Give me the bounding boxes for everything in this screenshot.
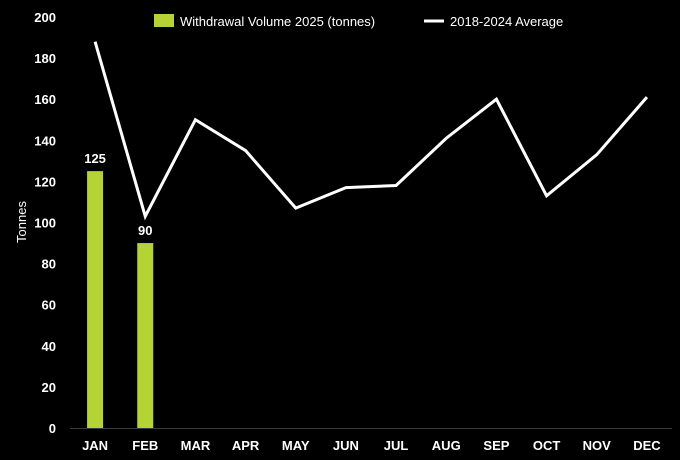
bar-series	[87, 171, 154, 428]
y-axis-title: Tonnes	[14, 201, 29, 243]
data-label: 90	[138, 223, 152, 238]
y-tick-label: 120	[34, 174, 56, 189]
y-axis: 0 20 40 60 80 100 120 140 160 180 200	[34, 10, 56, 436]
y-tick-label: 20	[42, 380, 56, 395]
line-series-group	[93, 41, 649, 221]
x-tick-label: SEP	[483, 438, 509, 453]
x-tick-label: APR	[232, 438, 260, 453]
x-axis: JAN FEB MAR APR MAY JUN JUL AUG SEP OCT NOV DEC	[82, 438, 661, 453]
x-tick-label: JUL	[384, 438, 409, 453]
x-tick-label: JAN	[82, 438, 108, 453]
x-tick-label: JUN	[333, 438, 359, 453]
average-line	[93, 41, 649, 221]
y-tick-label: 80	[42, 257, 56, 272]
y-tick-label: 160	[34, 92, 56, 107]
y-tick-label: 140	[34, 133, 56, 148]
x-tick-label: MAR	[181, 438, 211, 453]
y-tick-label: 40	[42, 339, 56, 354]
y-tick-label: 100	[34, 216, 56, 231]
x-tick-label: NOV	[583, 438, 612, 453]
bar	[137, 243, 154, 428]
legend: Withdrawal Volume 2025 (tonnes) 2018-202…	[154, 14, 563, 29]
x-tick-label: OCT	[533, 438, 561, 453]
legend-swatch-bar	[154, 14, 174, 27]
y-tick-label: 60	[42, 298, 56, 313]
y-tick-label: 0	[49, 421, 56, 436]
legend-label-bar: Withdrawal Volume 2025 (tonnes)	[180, 14, 375, 29]
legend-label-line: 2018-2024 Average	[450, 14, 563, 29]
x-tick-label: DEC	[633, 438, 661, 453]
data-label: 125	[84, 151, 106, 166]
bar	[87, 171, 104, 428]
y-tick-label: 200	[34, 10, 56, 25]
data-labels: 125 90	[84, 151, 152, 238]
x-tick-label: FEB	[132, 438, 158, 453]
x-tick-label: MAY	[282, 438, 310, 453]
x-tick-label: AUG	[432, 438, 461, 453]
y-tick-label: 180	[34, 51, 56, 66]
